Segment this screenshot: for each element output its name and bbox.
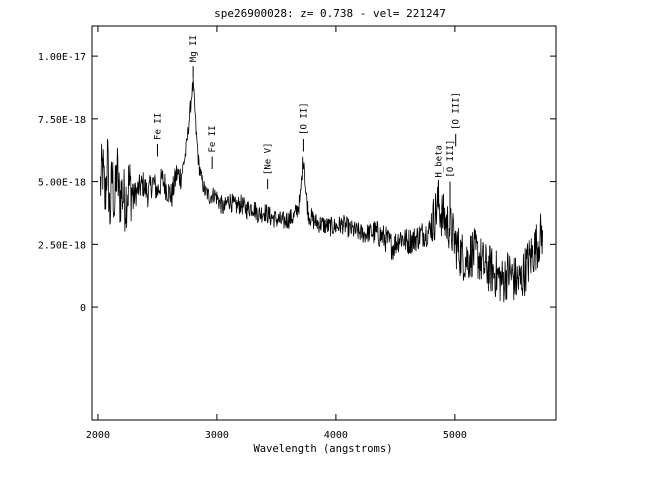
x-axis-ticks: 2000 3000 4000 5000 (86, 26, 467, 441)
y-axis-ticks: 0 2.50E-18 5.00E-18 7.50E-18 1.00E-17 (38, 52, 556, 314)
x-tick-label: 2000 (86, 430, 110, 441)
annotation-label: Fe II (153, 113, 163, 140)
x-tick-label: 4000 (324, 430, 348, 441)
x-tick-label: 3000 (205, 430, 229, 441)
chart-title: spe26900028: z= 0.738 - vel= 221247 (214, 7, 446, 20)
x-axis-label: Wavelength (angstroms) (253, 443, 392, 455)
plot-frame (91, 25, 557, 421)
annotation-label: [O III] (446, 140, 456, 178)
annotation-label: [O III] (452, 92, 462, 130)
x-tick-label: 5000 (443, 430, 467, 441)
y-tick-label: 0 (80, 303, 86, 314)
annotation-label: Fe II (208, 125, 218, 152)
y-tick-label: 7.50E-18 (38, 115, 86, 126)
spectrum-series (99, 78, 543, 303)
y-tick-label: 2.50E-18 (38, 240, 86, 251)
annotation-label: Mg II (189, 35, 199, 62)
y-tick-label: 1.00E-17 (38, 52, 86, 63)
annotation-label: H_beta (434, 145, 444, 178)
spectrum-line (99, 78, 543, 303)
y-tick-label: 5.00E-18 (38, 178, 86, 189)
annotation-label: [Ne V] (264, 143, 274, 176)
annotation-label: [O II] (299, 102, 309, 135)
